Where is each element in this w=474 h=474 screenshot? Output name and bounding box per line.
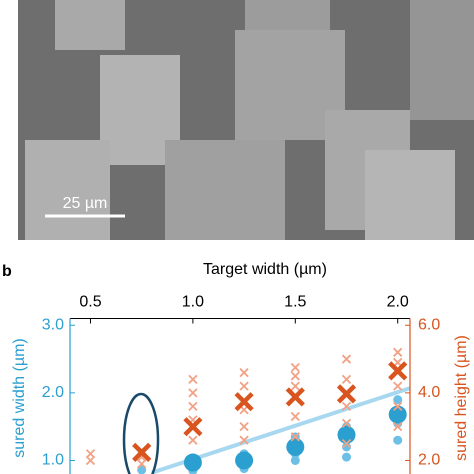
height-sample-cross [341, 354, 352, 364]
height-sample-cross [239, 367, 249, 378]
y-axis-title: sured width (µm) [11, 338, 28, 457]
sem-image: 25 µm [18, 0, 474, 240]
width-sample-dot [290, 455, 300, 465]
height-sample-cross [290, 432, 300, 442]
x-tick-label: 1.5 [284, 294, 306, 311]
y2-tick-label: 6.0 [418, 316, 440, 333]
height-sample-cross [393, 401, 403, 412]
height-sample-cross [393, 347, 403, 357]
height-sample-cross [188, 401, 198, 412]
y-tick-label: 1.0 [42, 452, 64, 469]
x-tick-label: 0.5 [79, 294, 101, 311]
plot-area [85, 347, 410, 474]
height-sample-cross [341, 418, 352, 428]
panel-label: b [2, 263, 12, 280]
mean-height-cross [388, 361, 408, 381]
y-tick-label: 3.0 [42, 316, 64, 333]
height-sample-cross [85, 449, 96, 459]
y2-axis-title: sured height (µm) [453, 335, 470, 461]
width-sample-dot [393, 435, 403, 445]
height-sample-cross [290, 362, 300, 373]
height-sample-cross [341, 374, 352, 384]
height-sample-cross [341, 401, 352, 412]
mean-height-cross [183, 417, 203, 437]
mean-width-dot [235, 451, 254, 470]
x-tick-label: 2.0 [387, 294, 409, 311]
height-sample-cross [137, 459, 147, 469]
width-sample-dot [137, 465, 147, 474]
highlight-ellipse [122, 392, 160, 474]
height-sample-cross [239, 435, 249, 445]
x-tick-label: 1.0 [182, 294, 204, 311]
mean-height-cross [132, 442, 152, 462]
mean-height-cross [336, 384, 357, 404]
mean-height-cross [234, 392, 254, 412]
height-sample-cross [290, 411, 300, 422]
width-sample-dot [393, 395, 403, 405]
height-sample-cross [393, 422, 403, 432]
width-sample-dot [342, 452, 352, 462]
mean-width-dot [337, 425, 356, 444]
height-sample-cross [290, 381, 300, 391]
mean-width-dot [183, 453, 202, 472]
mean-width-dot [388, 405, 407, 424]
height-sample-cross [85, 455, 96, 466]
height-sample-cross [239, 381, 249, 391]
scale-bar-label: 25 µm [63, 195, 108, 212]
y2-tick-label: 4.0 [418, 384, 440, 401]
x-axis-title: Target width (µm) [203, 261, 327, 278]
y-tick-label: 2.0 [42, 384, 64, 401]
height-sample-cross [188, 374, 198, 384]
height-sample-cross [239, 422, 249, 432]
height-sample-cross [393, 381, 403, 391]
height-sample-cross [188, 388, 198, 398]
mean-height-cross [285, 387, 305, 407]
height-sample-cross [188, 435, 198, 445]
height-sample-cross [341, 438, 352, 449]
mean-width-dot [286, 437, 305, 456]
y2-tick-label: 2.0 [418, 452, 440, 469]
height-sample-cross [290, 371, 300, 381]
